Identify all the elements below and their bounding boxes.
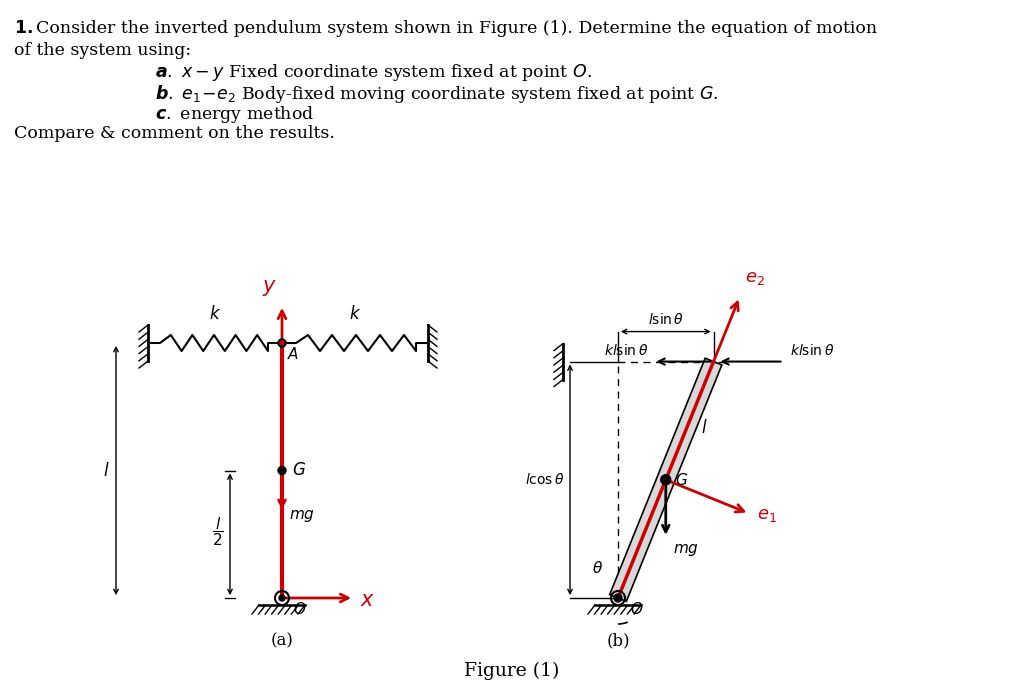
Text: $l\sin\theta$: $l\sin\theta$ (647, 311, 684, 327)
Polygon shape (609, 358, 722, 601)
Text: $\dfrac{l}{2}$: $\dfrac{l}{2}$ (212, 515, 224, 548)
Text: (b): (b) (606, 632, 630, 649)
Text: $\boldsymbol{e_2}$: $\boldsymbol{e_2}$ (744, 269, 765, 287)
Text: $k$: $k$ (209, 305, 221, 323)
Circle shape (660, 475, 671, 485)
Text: $\boldsymbol{e_1}$: $\boldsymbol{e_1}$ (757, 506, 777, 524)
Text: $mg$: $mg$ (673, 542, 698, 558)
Text: $kl\sin\theta$: $kl\sin\theta$ (604, 342, 648, 358)
Text: $G$: $G$ (675, 472, 688, 488)
Circle shape (279, 595, 285, 601)
Text: $G$: $G$ (292, 462, 306, 479)
Text: Compare & comment on the results.: Compare & comment on the results. (14, 125, 335, 142)
Text: $\boldsymbol{a}$$.\ x - y\ $Fixed coordinate system fixed at point $O$.: $\boldsymbol{a}$$.\ x - y\ $Fixed coordi… (155, 62, 592, 83)
Text: (a): (a) (270, 632, 294, 649)
Circle shape (614, 594, 622, 602)
Text: $A$: $A$ (287, 346, 299, 362)
Circle shape (615, 595, 621, 601)
Text: $kl\sin\theta$: $kl\sin\theta$ (790, 342, 834, 358)
Text: $\theta$: $\theta$ (593, 560, 603, 576)
Circle shape (278, 339, 286, 347)
Text: $\boldsymbol{c}$$.$ energy method: $\boldsymbol{c}$$.$ energy method (155, 104, 314, 125)
Text: $\mathbf{1.}$: $\mathbf{1.}$ (14, 20, 33, 37)
Text: $\boldsymbol{b}$$.\ e_1\!-\!e_2\ $Body-fixed moving coordinate system fixed at p: $\boldsymbol{b}$$.\ e_1\!-\!e_2\ $Body-f… (155, 83, 719, 105)
Text: $l$: $l$ (700, 419, 708, 437)
Text: $O$: $O$ (630, 601, 643, 617)
Text: $\mathit{y}$: $\mathit{y}$ (262, 278, 278, 298)
Text: $O$: $O$ (293, 601, 306, 617)
Text: of the system using:: of the system using: (14, 42, 191, 59)
Text: $k$: $k$ (349, 305, 361, 323)
Text: $mg$: $mg$ (289, 508, 315, 524)
Text: $l$: $l$ (103, 462, 110, 480)
Text: Consider the inverted pendulum system shown in Figure (1). Determine the equatio: Consider the inverted pendulum system sh… (36, 20, 878, 37)
Circle shape (278, 466, 286, 475)
Text: Figure (1): Figure (1) (464, 662, 560, 680)
Text: $l\cos\theta$: $l\cos\theta$ (525, 472, 565, 487)
Text: $\mathit{x}$: $\mathit{x}$ (360, 590, 375, 610)
Circle shape (280, 341, 284, 345)
